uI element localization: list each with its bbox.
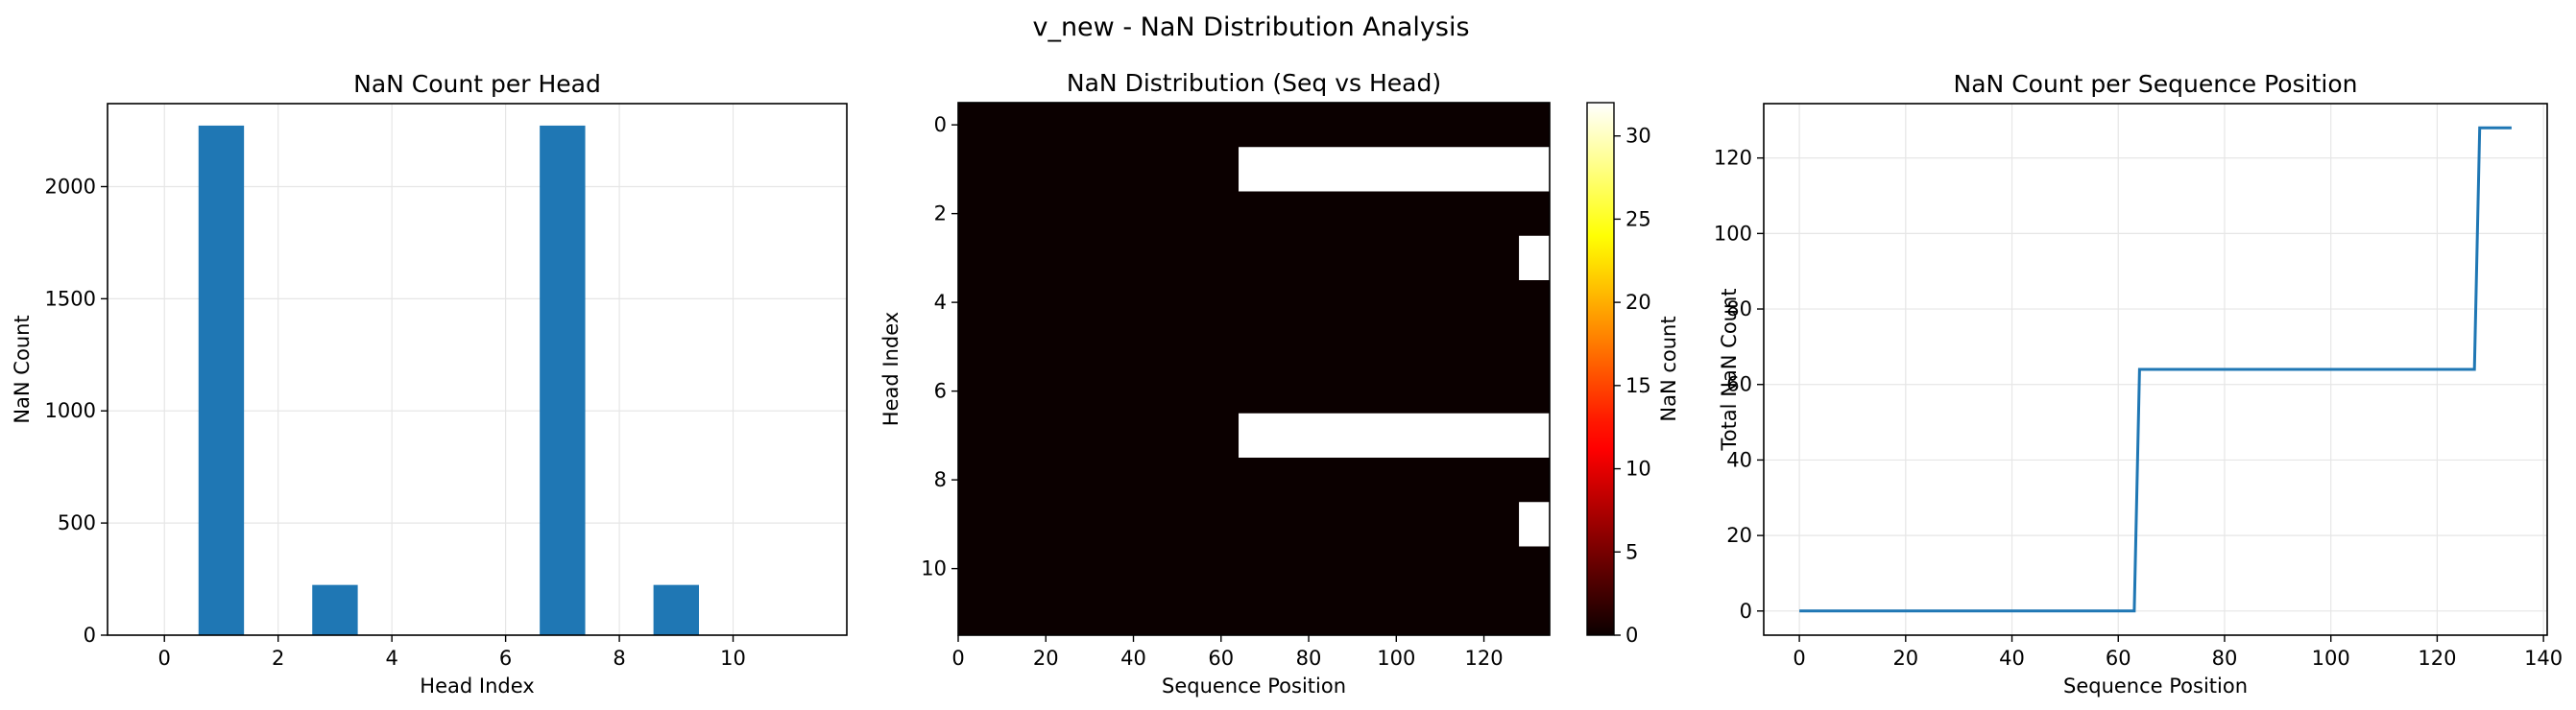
x-tick-label: 20: [1033, 647, 1059, 670]
y-tick-label: 1500: [45, 287, 96, 310]
chart-title: NaN Distribution (Seq vs Head): [1067, 69, 1441, 97]
x-axis-label: Sequence Position: [2063, 674, 2248, 698]
x-tick-label: 10: [720, 647, 746, 670]
y-tick-label: 500: [58, 511, 96, 534]
colorbar-tick-label: 15: [1625, 374, 1651, 397]
series-line: [1799, 126, 2512, 613]
y-tick-label: 80: [1726, 297, 1752, 320]
colorbar-tick-label: 5: [1625, 540, 1638, 563]
colorbar-tick-label: 10: [1625, 458, 1651, 481]
y-tick-label: 20: [1726, 524, 1752, 547]
x-tick-label: 100: [1377, 647, 1415, 670]
x-axis-label: Head Index: [420, 674, 534, 698]
x-tick-label: 0: [951, 647, 964, 670]
y-axis-label: Head Index: [879, 312, 903, 426]
heatmap-cell: [1239, 147, 1550, 192]
y-tick-label: 2: [934, 202, 947, 225]
plot-frame: [957, 102, 1551, 636]
heatmap-cell: [1519, 235, 1550, 280]
heatmap-cell: [1239, 413, 1550, 458]
figure-title: v_new - NaN Distribution Analysis: [1032, 12, 1469, 42]
y-tick-label: 1000: [45, 399, 96, 422]
x-tick-label: 40: [1999, 647, 2025, 670]
plot-frame: [107, 103, 848, 636]
colorbar-label: NaN count: [1657, 316, 1680, 421]
x-axis-label: Sequence Position: [1162, 674, 1346, 698]
colorbar-tick-label: 0: [1625, 624, 1638, 647]
x-tick-label: 20: [1892, 647, 1918, 670]
x-tick-label: 100: [2312, 647, 2350, 670]
chart-title: NaN Count per Sequence Position: [1954, 70, 2358, 98]
y-tick-label: 40: [1726, 448, 1752, 471]
bar-chart-panel: 0 2 4 6 8 10 0 500 1000 1500 2000 NaN Count per Hea…: [11, 70, 848, 698]
y-tick-label: 120: [1714, 147, 1752, 170]
x-tick-label: 60: [1208, 647, 1234, 670]
colorbar-tick-label: 20: [1625, 291, 1651, 314]
y-tick-label: 2000: [45, 175, 96, 198]
colorbar: [1586, 102, 1615, 636]
x-tick-label: 0: [1793, 647, 1805, 670]
bar: [198, 125, 245, 635]
x-tick-label: 80: [2212, 647, 2238, 670]
y-tick-label: 6: [934, 380, 947, 403]
x-tick-label: 40: [1120, 647, 1146, 670]
x-tick-label: 8: [613, 647, 625, 670]
y-tick-label: 0: [1740, 600, 1752, 623]
y-tick-label: 60: [1726, 373, 1752, 396]
y-tick-label: 0: [934, 113, 947, 136]
bar: [312, 584, 358, 635]
y-tick-label: 10: [921, 557, 947, 580]
x-tick-label: 120: [1465, 647, 1504, 670]
bar: [653, 584, 699, 635]
y-tick-label: 4: [934, 291, 947, 314]
x-tick-label: 80: [1296, 647, 1322, 670]
y-axis-label: Total NaN Count: [1718, 288, 1741, 451]
x-tick-label: 140: [2524, 647, 2563, 670]
y-tick-label: 8: [934, 468, 947, 491]
x-tick-label: 0: [158, 647, 171, 670]
line-chart-panel: 0 20 40 60 80 100 120 140 0 20 40 60 80 100 120 NaN Cou…: [1714, 70, 2563, 698]
chart-title: NaN Count per Head: [353, 70, 601, 98]
plot-frame: [1763, 103, 2548, 636]
y-axis-label: NaN Count: [11, 315, 34, 423]
y-tick-label: 100: [1714, 222, 1752, 245]
bar: [540, 125, 586, 635]
x-tick-label: 60: [2106, 647, 2131, 670]
x-tick-label: 120: [2418, 647, 2456, 670]
heatmap-cell: [1519, 502, 1550, 547]
x-tick-label: 2: [272, 647, 284, 670]
colorbar-tick-label: 25: [1625, 207, 1651, 230]
x-tick-label: 6: [499, 647, 512, 670]
y-tick-label: 0: [84, 624, 96, 647]
x-tick-label: 4: [385, 647, 397, 670]
colorbar-tick-label: 30: [1625, 125, 1651, 148]
